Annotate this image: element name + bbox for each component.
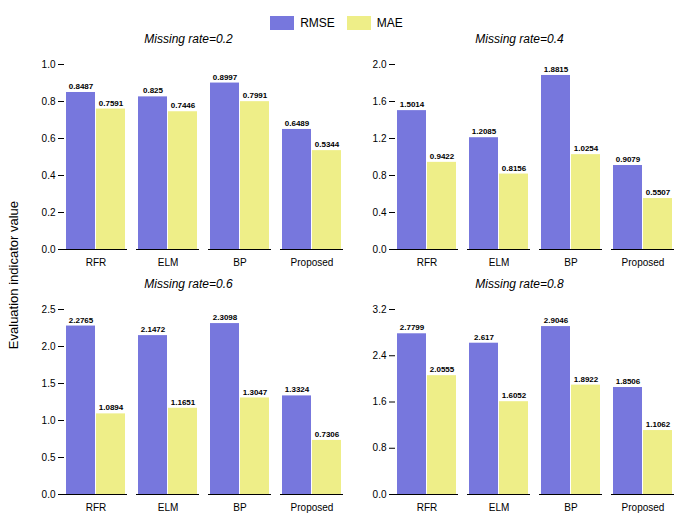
svg-text:RFR: RFR bbox=[417, 257, 438, 268]
svg-text:ELM: ELM bbox=[158, 257, 179, 268]
svg-text:BP: BP bbox=[564, 257, 578, 268]
svg-text:1.2085: 1.2085 bbox=[472, 127, 497, 136]
svg-text:ELM: ELM bbox=[489, 502, 510, 513]
html-text:RMSE: RMSE bbox=[300, 15, 335, 30]
svg-text:1.2: 1.2 bbox=[373, 133, 387, 144]
svg-text:1.0254: 1.0254 bbox=[574, 144, 599, 153]
svg-text:2.3098: 2.3098 bbox=[213, 313, 238, 322]
svg-text:1.5: 1.5 bbox=[42, 378, 56, 389]
svg-text:0.0: 0.0 bbox=[373, 489, 387, 500]
svg-text:0.7591: 0.7591 bbox=[99, 99, 124, 108]
svg-text:BP: BP bbox=[564, 502, 578, 513]
svg-text:1.1062: 1.1062 bbox=[646, 420, 671, 429]
svg-text:2.0: 2.0 bbox=[42, 341, 56, 352]
svg-text:0.6: 0.6 bbox=[42, 133, 56, 144]
svg-text:2.617: 2.617 bbox=[474, 333, 495, 342]
svg-text:2.4: 2.4 bbox=[373, 350, 387, 361]
svg-text:RFR: RFR bbox=[86, 257, 107, 268]
svg-text:0.8487: 0.8487 bbox=[69, 82, 94, 91]
svg-text:0.6489: 0.6489 bbox=[285, 119, 310, 128]
svg-text:1.3324: 1.3324 bbox=[285, 385, 310, 394]
svg-text:RFR: RFR bbox=[86, 502, 107, 513]
svg-text:0.8: 0.8 bbox=[373, 170, 387, 181]
svg-text:0.4: 0.4 bbox=[42, 170, 56, 181]
svg-text:Proposed: Proposed bbox=[291, 502, 334, 513]
svg-text:2.0555: 2.0555 bbox=[430, 365, 455, 374]
svg-text:1.3047: 1.3047 bbox=[243, 388, 268, 397]
svg-text:1.6: 1.6 bbox=[373, 396, 387, 407]
svg-text:0.0: 0.0 bbox=[42, 489, 56, 500]
svg-text:ELM: ELM bbox=[158, 502, 179, 513]
svg-text:Proposed: Proposed bbox=[622, 502, 665, 513]
svg-text:2.5: 2.5 bbox=[42, 304, 56, 315]
svg-text:0.5: 0.5 bbox=[42, 452, 56, 463]
svg-text:0.825: 0.825 bbox=[143, 86, 164, 95]
svg-text:0.8156: 0.8156 bbox=[502, 164, 527, 173]
svg-text:0.4: 0.4 bbox=[373, 207, 387, 218]
svg-text:1.8922: 1.8922 bbox=[574, 375, 599, 384]
html-text:Missing rate=0.4: Missing rate=0.4 bbox=[475, 32, 564, 46]
html-text:Evaluation indicator value: Evaluation indicator value bbox=[5, 200, 21, 350]
html-text:MAE: MAE bbox=[376, 15, 403, 30]
html-text:Missing rate=0.6: Missing rate=0.6 bbox=[144, 277, 233, 291]
svg-text:1.6052: 1.6052 bbox=[502, 391, 527, 400]
svg-text:1.5014: 1.5014 bbox=[400, 100, 425, 109]
svg-text:Proposed: Proposed bbox=[291, 257, 334, 268]
svg-text:0.9422: 0.9422 bbox=[430, 152, 455, 161]
svg-text:1.8815: 1.8815 bbox=[544, 65, 569, 74]
svg-text:2.0: 2.0 bbox=[373, 59, 387, 70]
svg-text:2.2765: 2.2765 bbox=[69, 316, 94, 325]
svg-text:1.0894: 1.0894 bbox=[99, 403, 124, 412]
svg-text:RFR: RFR bbox=[417, 502, 438, 513]
svg-text:0.7991: 0.7991 bbox=[243, 91, 268, 100]
svg-text:3.2: 3.2 bbox=[373, 304, 387, 315]
svg-text:1.0: 1.0 bbox=[42, 59, 56, 70]
svg-text:1.0: 1.0 bbox=[42, 415, 56, 426]
svg-text:BP: BP bbox=[233, 502, 247, 513]
svg-text:BP: BP bbox=[233, 257, 247, 268]
svg-text:1.1651: 1.1651 bbox=[171, 398, 196, 407]
svg-text:2.7799: 2.7799 bbox=[400, 323, 425, 332]
svg-text:0.9079: 0.9079 bbox=[616, 155, 641, 164]
svg-text:0.8: 0.8 bbox=[42, 96, 56, 107]
svg-text:1.8506: 1.8506 bbox=[616, 377, 641, 386]
svg-text:Proposed: Proposed bbox=[622, 257, 665, 268]
html-text:Missing rate=0.8: Missing rate=0.8 bbox=[475, 277, 564, 291]
svg-text:0.5507: 0.5507 bbox=[646, 188, 671, 197]
svg-text:0.0: 0.0 bbox=[373, 244, 387, 255]
svg-text:0.7446: 0.7446 bbox=[171, 101, 196, 110]
svg-text:2.9046: 2.9046 bbox=[544, 316, 569, 325]
svg-text:0.8: 0.8 bbox=[373, 442, 387, 453]
svg-text:1.6: 1.6 bbox=[373, 96, 387, 107]
svg-text:0.0: 0.0 bbox=[42, 244, 56, 255]
svg-text:0.5344: 0.5344 bbox=[315, 140, 340, 149]
html-text:Missing rate=0.2: Missing rate=0.2 bbox=[144, 32, 233, 46]
svg-text:0.8997: 0.8997 bbox=[213, 73, 238, 82]
svg-text:2.1472: 2.1472 bbox=[141, 325, 166, 334]
svg-text:0.2: 0.2 bbox=[42, 207, 56, 218]
svg-text:ELM: ELM bbox=[489, 257, 510, 268]
svg-text:0.7306: 0.7306 bbox=[315, 430, 340, 439]
